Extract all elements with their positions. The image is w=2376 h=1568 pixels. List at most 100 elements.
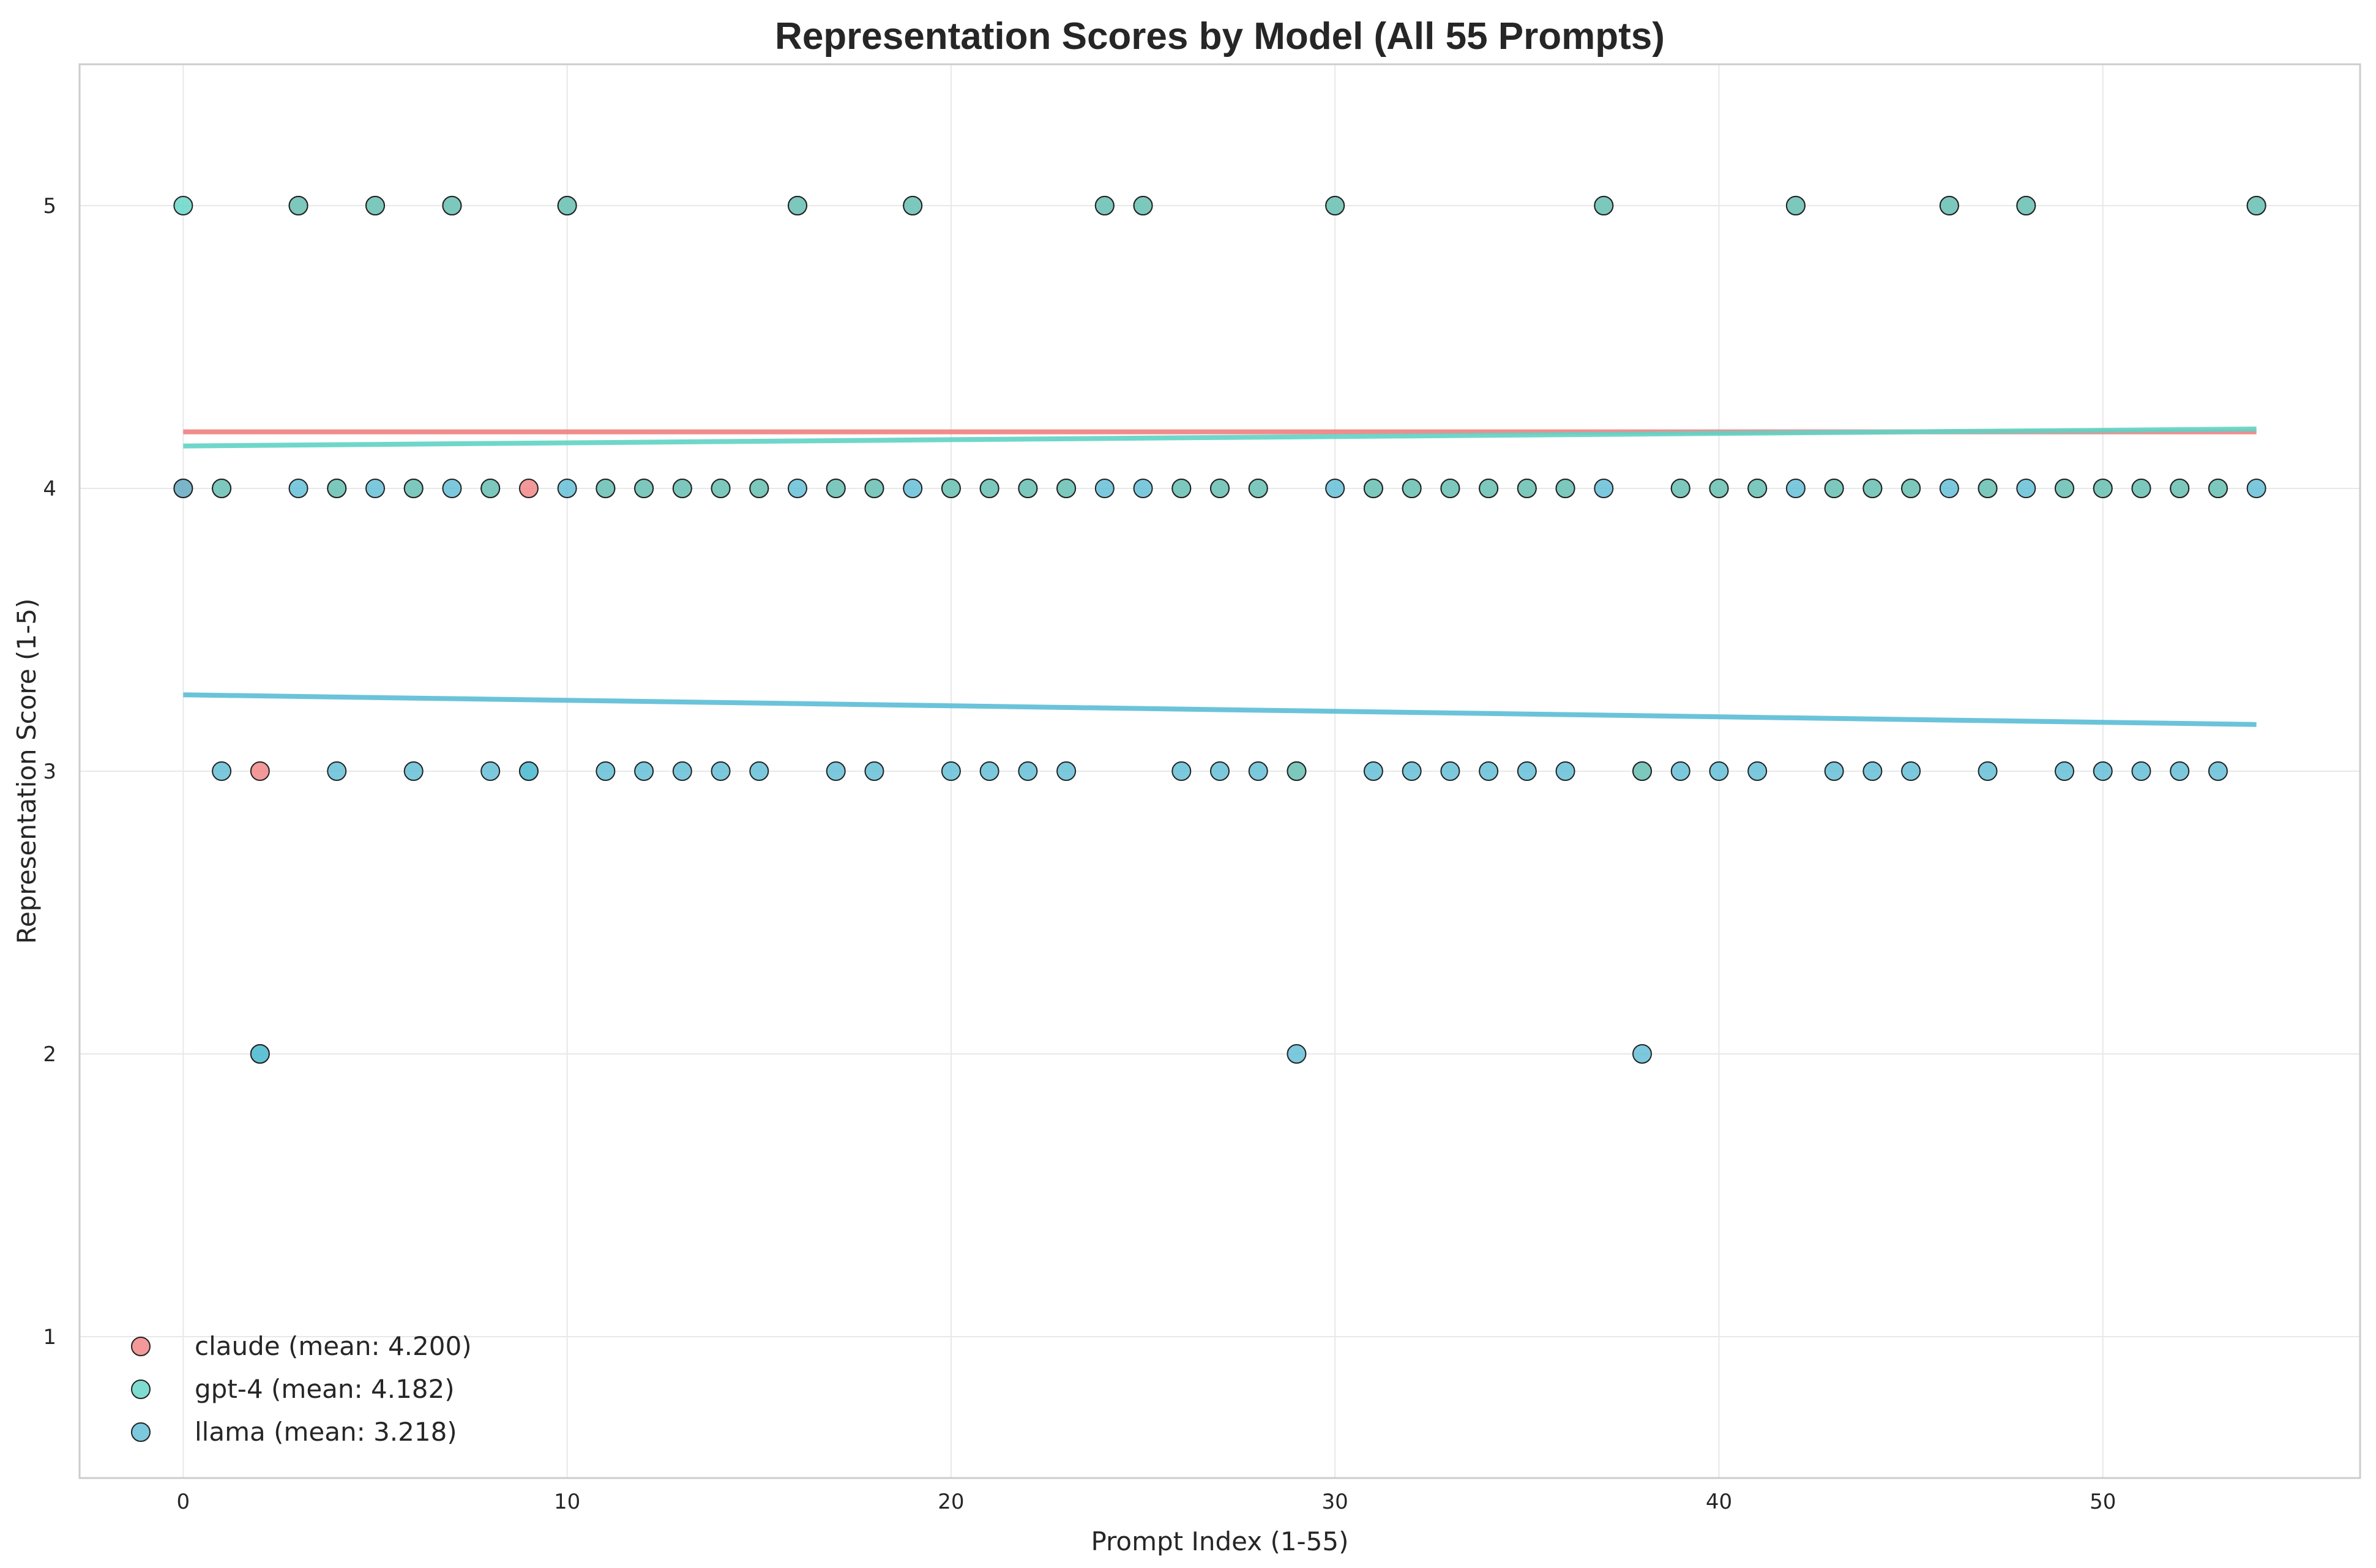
data-point [1747,479,1768,498]
data-point [1862,479,1883,498]
data-point [1978,479,1998,498]
plot-frame [78,63,2361,1479]
data-point [596,761,616,781]
data-point [365,479,385,498]
data-point [1555,479,1575,498]
data-point [1901,761,1921,781]
data-point [442,479,462,498]
data-point [1094,479,1115,498]
data-point [1824,479,1844,498]
data-point [711,761,731,781]
data-point [941,761,961,781]
data-point [288,479,308,498]
data-point [288,196,308,215]
data-point [2093,479,2113,498]
data-point [979,479,999,498]
data-point [1709,761,1729,781]
x-tick-label: 10 [554,1490,580,1514]
data-point [749,479,769,498]
data-point [1901,479,1921,498]
trend-lines [183,426,2257,727]
data-point [250,761,270,781]
data-point [788,196,807,215]
data-point [1785,196,1806,215]
y-tick-label: 3 [43,760,56,784]
data-point [1171,761,1192,781]
data-point [1824,761,1844,781]
data-point [1517,761,1537,781]
data-point [2131,479,2151,498]
data-point [634,761,654,781]
data-point [403,479,424,498]
data-point [518,479,539,498]
data-point [1056,479,1077,498]
data-point [327,761,347,781]
data-point [1402,761,1422,781]
legend-label: gpt-4 (mean: 4.182) [195,1374,455,1404]
data-point [1248,479,1268,498]
data-point [2208,761,2228,781]
data-point [480,761,501,781]
data-point [864,761,884,781]
data-point [1287,761,1307,781]
y-tick-label: 1 [43,1325,56,1350]
y-tick-label: 2 [43,1042,56,1067]
data-point [1133,196,1153,215]
y-axis-label: Representation Score (1-5) [12,599,42,944]
data-point [557,196,577,215]
data-point [1670,479,1690,498]
data-point [1210,479,1230,498]
data-point [1939,479,1959,498]
data-point [1363,761,1383,781]
y-tick-label: 5 [43,194,56,218]
data-point [826,479,846,498]
data-point [672,479,692,498]
data-point [327,479,347,498]
data-point [518,761,539,781]
data-point [173,479,193,498]
data-point [1440,479,1460,498]
data-point [711,479,731,498]
data-point [1479,479,1499,498]
data-point [1094,196,1115,215]
data-point [1632,761,1652,781]
data-point [365,196,385,215]
data-point [2246,479,2266,498]
data-point [1479,761,1499,781]
data-point [1517,479,1537,498]
data-point [1785,479,1806,498]
data-point [1325,479,1345,498]
legend-marker [131,1379,151,1399]
data-point [1594,479,1614,498]
data-point [212,479,232,498]
data-point [903,479,923,498]
x-tick-label: 0 [177,1490,190,1514]
legend-label: claude (mean: 4.200) [195,1331,472,1361]
data-point [2093,761,2113,781]
data-point [442,196,462,215]
data-point [1402,479,1422,498]
data-point [1939,196,1959,215]
data-point [1363,479,1383,498]
data-points [173,196,2266,1064]
data-point [2170,479,2190,498]
data-point [788,479,807,498]
data-point [1555,761,1575,781]
data-point [1056,761,1077,781]
data-point [941,479,961,498]
legend: claude (mean: 4.200) gpt-4 (mean: 4.182) l… [131,1331,472,1447]
data-point [403,761,424,781]
data-point [480,479,501,498]
trend-line [183,426,2257,449]
data-point [903,196,923,215]
data-point [1747,761,1768,781]
y-tick-labels: 1 2 3 4 5 [43,194,56,1350]
data-point [1018,479,1038,498]
data-point [2055,761,2074,781]
data-point [864,479,884,498]
data-point [1709,479,1729,498]
x-tick-labels: 0 10 20 30 40 50 [177,1490,2116,1514]
data-point [2016,196,2036,215]
